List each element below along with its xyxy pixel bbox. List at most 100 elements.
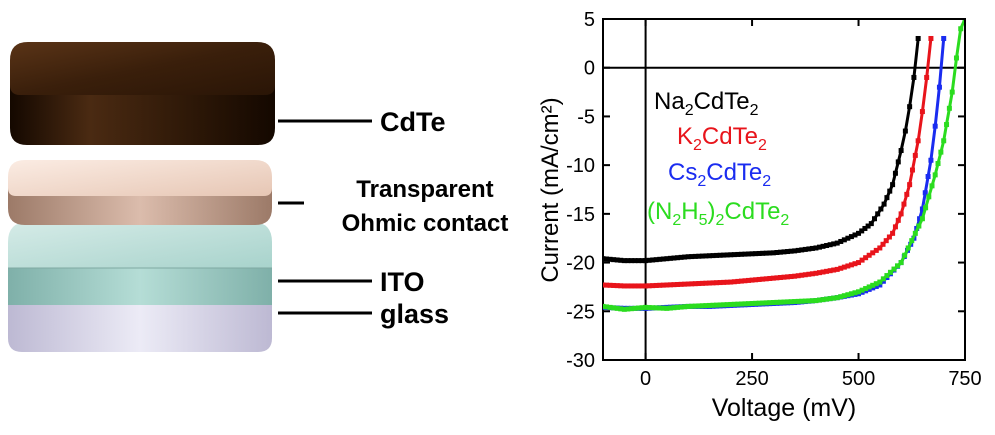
data-point xyxy=(710,280,716,286)
data-point xyxy=(949,89,955,95)
data-point xyxy=(721,302,727,308)
data-point xyxy=(802,272,808,278)
data-point xyxy=(618,283,624,289)
data-point xyxy=(863,286,869,292)
data-point xyxy=(671,282,677,288)
data-point xyxy=(953,55,959,61)
data-point xyxy=(738,251,744,257)
data-point xyxy=(923,205,929,211)
data-point xyxy=(706,302,712,308)
series-0 xyxy=(603,35,921,264)
zero-lines xyxy=(603,19,965,360)
data-point xyxy=(841,237,847,243)
data-point xyxy=(607,282,613,288)
data-point xyxy=(675,281,681,287)
data-point xyxy=(848,234,854,240)
data-point xyxy=(696,253,702,259)
y-tick-label: -5 xyxy=(577,106,595,128)
data-point xyxy=(941,35,947,41)
data-point xyxy=(724,279,730,285)
data-point xyxy=(848,291,854,297)
data-point xyxy=(928,157,934,163)
data-point xyxy=(650,257,656,263)
data-point xyxy=(639,305,645,311)
data-point xyxy=(604,256,610,262)
data-point xyxy=(692,303,698,309)
data-point xyxy=(621,306,627,312)
data-point xyxy=(845,235,851,241)
data-point xyxy=(653,305,659,311)
data-point xyxy=(635,258,641,264)
data-point xyxy=(675,304,681,310)
data-point xyxy=(919,206,925,212)
data-point xyxy=(816,270,822,276)
data-point xyxy=(664,305,670,311)
data-point xyxy=(774,250,780,256)
series-1 xyxy=(603,35,934,289)
series-layer xyxy=(603,19,965,312)
data-point xyxy=(834,295,840,301)
data-point xyxy=(816,244,822,250)
data-point xyxy=(770,250,776,256)
data-point xyxy=(628,258,634,264)
data-point xyxy=(657,256,663,262)
x-axis-label: Voltage (mV) xyxy=(712,394,857,422)
data-point xyxy=(827,296,833,302)
data-point xyxy=(646,257,652,263)
ticks-layer: 0 250 500 750 5 0 -5 -10 -15 -20 -25 -30 xyxy=(566,9,982,390)
data-point xyxy=(678,281,684,287)
data-point xyxy=(657,305,663,311)
data-point xyxy=(731,252,737,258)
data-point xyxy=(749,300,755,306)
data-point xyxy=(728,252,734,258)
x-tick-label: 250 xyxy=(735,368,768,390)
y-tick-label: 5 xyxy=(584,9,595,31)
data-point xyxy=(895,159,901,165)
data-point xyxy=(643,258,649,264)
data-point xyxy=(845,292,851,298)
data-point xyxy=(781,274,787,280)
data-point xyxy=(873,281,879,287)
data-point xyxy=(868,221,874,227)
data-point xyxy=(692,253,698,259)
data-point xyxy=(870,282,876,288)
data-point xyxy=(792,299,798,305)
data-point xyxy=(866,284,872,290)
data-point xyxy=(824,243,830,249)
data-point xyxy=(703,303,709,309)
data-point xyxy=(806,298,812,304)
data-point xyxy=(892,224,898,230)
y-tick-label: -25 xyxy=(566,301,595,323)
y-tick-label: -20 xyxy=(566,253,595,275)
data-point xyxy=(650,305,656,311)
data-point xyxy=(774,299,780,305)
data-point xyxy=(788,248,794,254)
data-point xyxy=(678,304,684,310)
data-point xyxy=(809,271,815,277)
data-point xyxy=(643,304,649,310)
data-point xyxy=(831,241,837,247)
data-point xyxy=(841,293,847,299)
data-point xyxy=(728,301,734,307)
data-point xyxy=(742,301,748,307)
data-point xyxy=(614,305,620,311)
data-point xyxy=(877,279,883,285)
data-point xyxy=(932,123,938,129)
data-point xyxy=(770,300,776,306)
data-point xyxy=(667,255,673,261)
data-point xyxy=(749,251,755,257)
data-point xyxy=(915,35,921,41)
plot-frame xyxy=(602,18,966,361)
data-point xyxy=(710,302,716,308)
data-point xyxy=(657,282,663,288)
data-point xyxy=(635,305,641,311)
data-point xyxy=(848,262,854,268)
data-point xyxy=(925,174,931,180)
data-point xyxy=(863,255,869,261)
data-point xyxy=(909,167,915,173)
data-point xyxy=(827,242,833,248)
data-point xyxy=(756,300,762,306)
data-point xyxy=(611,257,617,263)
data-point xyxy=(895,217,901,223)
